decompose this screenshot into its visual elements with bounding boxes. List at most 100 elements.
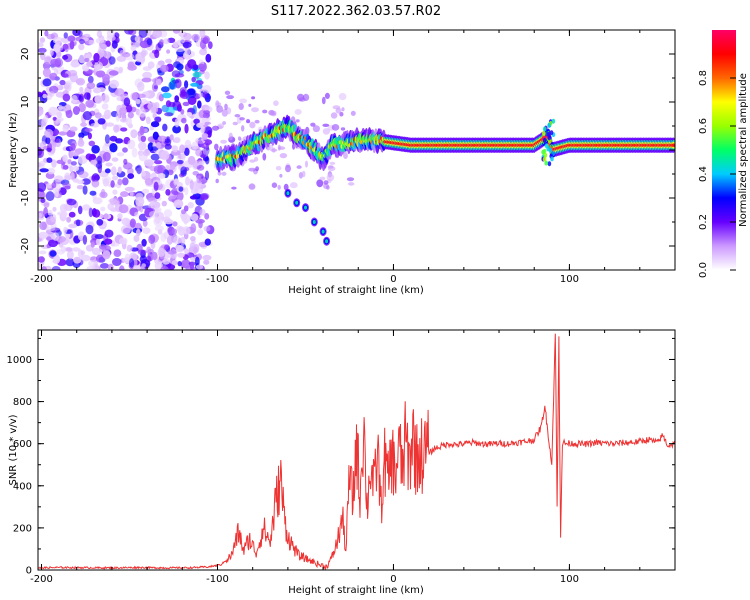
noise-blob [127, 139, 136, 150]
noise-blob [47, 226, 56, 232]
noise-blob [138, 141, 147, 151]
noise-blob [190, 82, 200, 87]
noise-blob [45, 191, 55, 202]
noise-blob [171, 228, 178, 235]
noise-blob [48, 239, 58, 248]
noise-blob [172, 221, 178, 227]
noise-blob [239, 98, 248, 104]
noise-blob [75, 77, 86, 86]
noise-blob [177, 261, 182, 267]
colorbar-ticks: 0.0 0.2 0.4 0.6 0.8 [698, 70, 736, 278]
noise-blob [70, 143, 76, 152]
noise-blob [152, 131, 159, 140]
noise-blob [143, 159, 154, 167]
noise-blob [214, 143, 219, 151]
noise-blob [175, 47, 185, 53]
tick-label: 800 [13, 397, 32, 408]
bottom-x-label: Height of straight line (km) [288, 585, 424, 596]
noise-blob [197, 100, 202, 109]
noise-blob [329, 161, 336, 165]
noise-blob [96, 254, 105, 263]
noise-blob [301, 170, 306, 178]
noise-blob [111, 175, 119, 181]
noise-blob [198, 92, 204, 98]
noise-blob [176, 245, 185, 253]
noise-blob [127, 64, 137, 71]
noise-blob [127, 173, 135, 180]
tick-label: 400 [13, 481, 32, 492]
noise-blob [164, 244, 170, 251]
noise-blob [124, 186, 135, 192]
noise-blob [126, 244, 133, 252]
noise-blob [44, 56, 53, 65]
noise-blob [62, 54, 69, 60]
noise-blob [165, 100, 172, 108]
trace-cell [543, 152, 548, 158]
noise-blob [207, 41, 213, 49]
noise-blob [43, 207, 48, 217]
noise-blob [69, 40, 75, 50]
noise-blob [111, 166, 117, 176]
noise-blob [118, 204, 129, 214]
noise-blob [234, 114, 241, 118]
noise-blob [38, 146, 43, 156]
trace-cell [542, 137, 547, 143]
noise-blob [140, 135, 147, 142]
noise-blob [105, 162, 113, 167]
noise-blob [101, 103, 109, 110]
noise-blob [241, 125, 245, 132]
noise-blob [199, 194, 209, 201]
noise-blob [85, 153, 93, 160]
noise-blob [70, 161, 77, 166]
noise-blob [139, 125, 145, 136]
noise-blob [51, 266, 61, 270]
noise-blob [339, 111, 344, 117]
noise-blob [95, 37, 105, 44]
noise-blob [220, 139, 228, 144]
noise-blob [203, 225, 211, 232]
noise-blob [196, 122, 205, 128]
tick-label: 0 [26, 566, 32, 577]
noise-blob [190, 213, 199, 222]
noise-blob [189, 261, 195, 270]
noise-blob [138, 30, 148, 38]
noise-blob [112, 258, 122, 266]
noise-blob [102, 151, 111, 162]
noise-blob [76, 185, 84, 190]
noise-blob [255, 166, 259, 172]
noise-blob [46, 147, 52, 152]
noise-blob [58, 131, 67, 136]
noise-blob [62, 93, 71, 102]
noise-blob [136, 164, 142, 175]
noise-blob [338, 93, 347, 101]
noise-blob [192, 71, 202, 78]
noise-blob [83, 92, 91, 100]
trace-cell [547, 135, 552, 141]
noise-blob [202, 254, 212, 261]
noise-blob [111, 157, 119, 162]
colorbar: 0.0 0.2 0.4 0.6 0.8 Normalized spectral ampl… [698, 30, 749, 278]
noise-blob [161, 200, 167, 207]
tick-label: -100 [206, 274, 229, 285]
noise-blob [75, 219, 81, 227]
noise-blob [192, 105, 197, 115]
noise-blob [180, 109, 185, 115]
noise-blob [183, 32, 192, 41]
noise-blob [187, 202, 194, 209]
noise-blob [62, 124, 70, 133]
noise-blob [55, 91, 66, 98]
trace-cell [544, 160, 548, 166]
noise-blob [64, 175, 72, 181]
noise-blob [59, 79, 66, 86]
trace-cell [549, 130, 554, 136]
noise-blob [172, 125, 182, 134]
noise-blob [194, 256, 200, 267]
noise-blob [182, 101, 190, 107]
noise-blob [81, 178, 91, 185]
noise-blob [113, 124, 120, 133]
noise-blob [202, 112, 210, 119]
noise-blob [77, 139, 85, 147]
noise-blob [323, 183, 329, 189]
noise-blob [123, 158, 128, 165]
noise-blob [90, 123, 100, 128]
